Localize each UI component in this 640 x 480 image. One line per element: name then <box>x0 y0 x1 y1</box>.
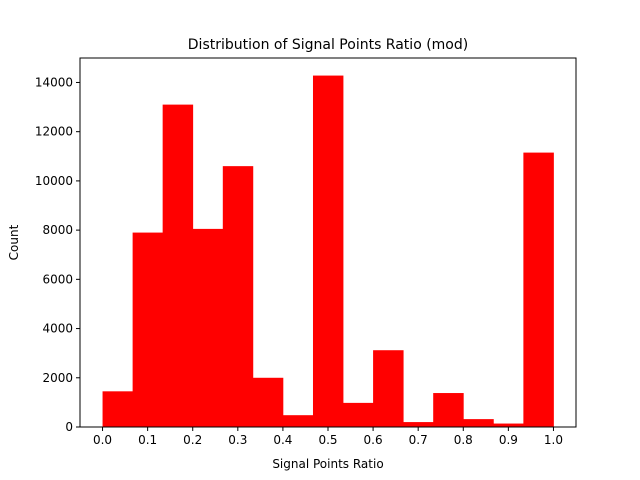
x-axis-label: Signal Points Ratio <box>272 457 383 471</box>
y-tick-label: 10000 <box>35 174 73 188</box>
histogram-bar <box>403 422 434 427</box>
y-tick-label: 8000 <box>42 223 73 237</box>
histogram-bar <box>222 166 254 427</box>
x-tick-label: 0.5 <box>318 433 337 447</box>
y-tick-label: 6000 <box>42 272 73 286</box>
x-tick-label: 0.1 <box>138 433 157 447</box>
x-tick-label: 0.2 <box>183 433 202 447</box>
histogram-bar <box>252 377 284 427</box>
histogram-bar <box>192 228 224 427</box>
x-tick-label: 0.9 <box>499 433 518 447</box>
histogram-bar <box>343 402 374 427</box>
x-tick-label: 0.0 <box>93 433 112 447</box>
histogram-bar <box>132 232 164 427</box>
y-axis-label: Count <box>7 224 21 260</box>
y-axis-ticks: 0 2000 4000 6000 8000 10000 12000 14000 <box>35 75 80 434</box>
x-axis-ticks: 0.0 0.1 0.2 0.3 0.4 0.5 0.6 0.7 0.8 0.9 1.0 <box>93 427 563 447</box>
histogram-bar <box>282 415 314 427</box>
histogram-bar <box>493 423 524 427</box>
y-tick-label: 2000 <box>42 371 73 385</box>
histogram-bar <box>102 391 134 427</box>
histogram-bar <box>433 393 464 427</box>
y-tick-label: 4000 <box>42 322 73 336</box>
x-tick-label: 0.8 <box>454 433 473 447</box>
histogram-bar <box>523 152 554 427</box>
histogram-bar <box>373 350 404 427</box>
histogram-bar <box>162 104 194 428</box>
x-tick-label: 0.4 <box>273 433 292 447</box>
y-tick-label: 0 <box>65 420 73 434</box>
x-tick-label: 1.0 <box>544 433 563 447</box>
x-tick-label: 0.3 <box>228 433 247 447</box>
x-tick-label: 0.6 <box>364 433 383 447</box>
y-tick-label: 14000 <box>35 75 73 89</box>
x-tick-label: 0.7 <box>409 433 428 447</box>
histogram-bar <box>312 75 344 427</box>
histogram-bar <box>463 419 494 427</box>
chart-title: Distribution of Signal Points Ratio (mod… <box>188 37 468 53</box>
bars-layer <box>102 75 554 428</box>
y-tick-label: 12000 <box>35 125 73 139</box>
